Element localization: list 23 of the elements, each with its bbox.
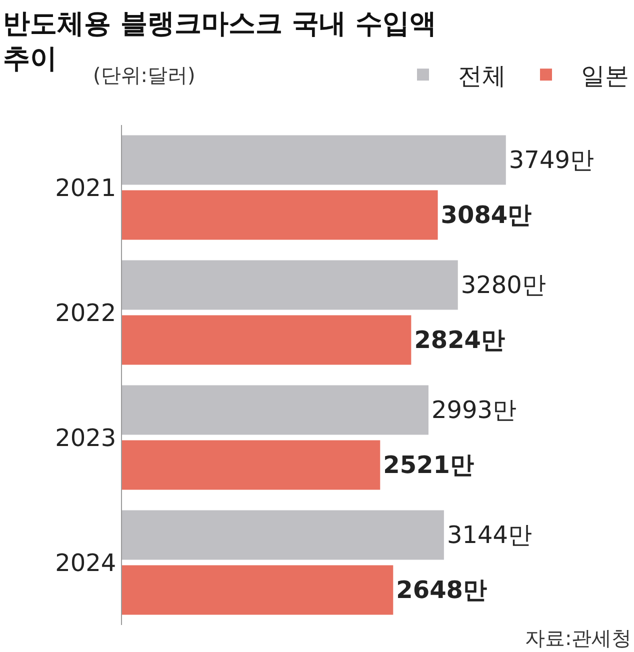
bar (122, 510, 444, 560)
y-tick-label: 2023 (55, 424, 116, 452)
legend-label: 전체 (458, 62, 506, 90)
data-label: 2521만 (383, 451, 474, 479)
bar (122, 565, 394, 615)
y-tick-label: 2022 (55, 298, 116, 327)
data-label: 3084만 (440, 201, 532, 229)
bar (122, 440, 380, 490)
data-label: 3144만 (446, 521, 532, 549)
data-label: 2824만 (414, 326, 505, 354)
data-label: 2993만 (431, 396, 517, 424)
bar (122, 315, 412, 365)
bar (122, 190, 438, 240)
data-label: 3749만 (508, 146, 594, 174)
bar (122, 260, 458, 310)
y-tick-label: 2024 (55, 548, 116, 577)
bar (122, 385, 428, 435)
legend-label: 일본 (581, 62, 629, 90)
y-tick-label: 2021 (55, 174, 116, 202)
data-label: 3280만 (460, 271, 546, 299)
data-label: 2648만 (396, 576, 487, 604)
bar (122, 135, 506, 185)
text: 자료:관세청 (525, 626, 632, 650)
